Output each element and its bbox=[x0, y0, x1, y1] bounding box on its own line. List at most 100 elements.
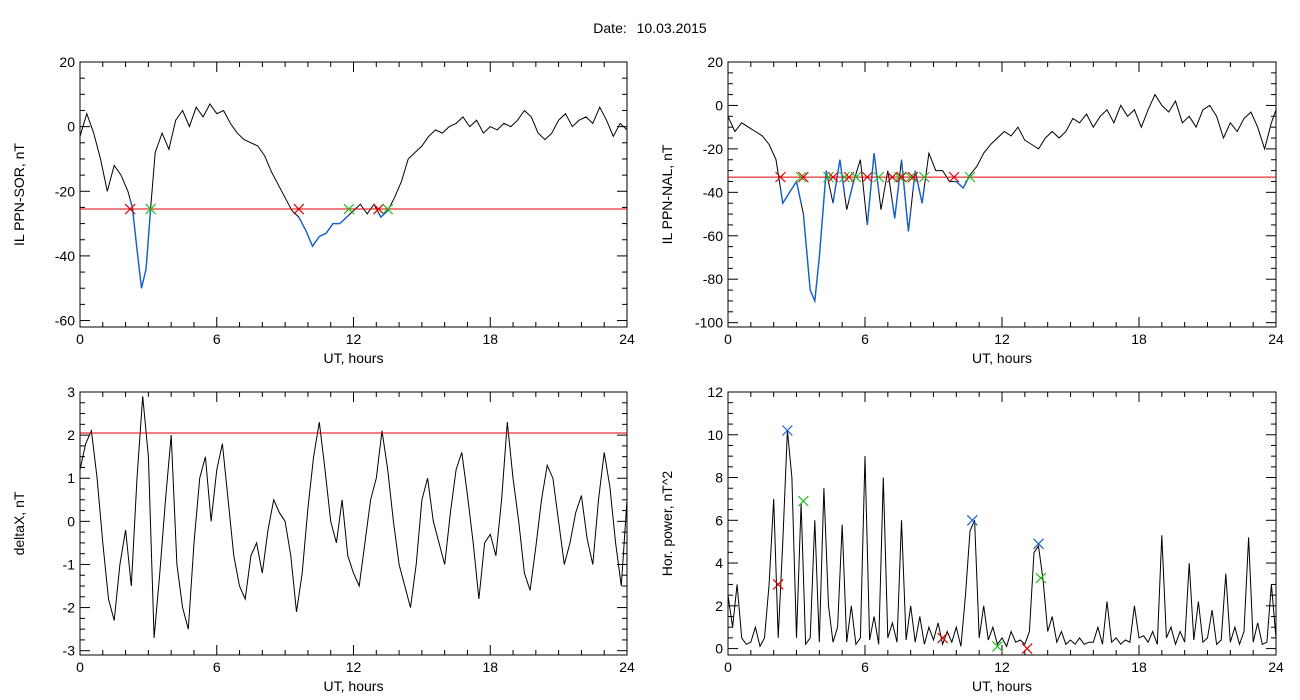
y-tick-label: -2 bbox=[63, 600, 76, 616]
plot-area bbox=[728, 430, 1276, 648]
power-end-marker bbox=[1035, 572, 1047, 584]
x-tick-label: 24 bbox=[619, 331, 635, 347]
date-label: Date: bbox=[593, 20, 627, 36]
x-tick-label: 0 bbox=[76, 659, 84, 675]
power-end-marker bbox=[992, 641, 1003, 652]
y-tick-label: -20 bbox=[55, 183, 75, 199]
y-tick-label: -3 bbox=[63, 643, 76, 659]
x-axis-label: UT, hours bbox=[324, 678, 384, 694]
power-start-marker bbox=[1021, 643, 1033, 655]
plot-frame bbox=[727, 391, 1277, 656]
x-tick-label: 24 bbox=[619, 659, 635, 675]
y-tick-label: -20 bbox=[703, 141, 723, 157]
x-tick-label: 24 bbox=[1268, 331, 1284, 347]
event-start-marker bbox=[775, 171, 786, 183]
y-tick-label: 20 bbox=[59, 54, 75, 70]
x-tick-label: 12 bbox=[346, 331, 362, 347]
y-tick-label: 1 bbox=[67, 470, 75, 486]
y-axis-label: IL PPN-NAL, nT bbox=[659, 144, 675, 244]
event-start-marker bbox=[896, 171, 907, 183]
y-tick-label: -40 bbox=[55, 248, 75, 264]
x-axis-label: UT, hours bbox=[324, 350, 384, 366]
event-segment bbox=[900, 159, 912, 232]
x-tick-label: 18 bbox=[1131, 331, 1147, 347]
event-end-marker bbox=[382, 203, 394, 215]
event-end-marker bbox=[145, 203, 157, 215]
y-tick-label: -40 bbox=[703, 184, 723, 200]
x-tick-label: 0 bbox=[76, 331, 84, 347]
event-segment bbox=[377, 210, 389, 219]
y-axis-label: Hor. power, nT^2 bbox=[659, 471, 675, 577]
y-tick-label: 0 bbox=[67, 119, 75, 135]
event-start-marker bbox=[124, 203, 136, 215]
event-segment bbox=[298, 214, 350, 248]
y-tick-label: 8 bbox=[715, 470, 723, 486]
event-start-marker bbox=[293, 203, 305, 215]
y-tick-label: 4 bbox=[715, 555, 723, 571]
event-end-marker bbox=[893, 171, 905, 183]
power-start-marker bbox=[772, 579, 784, 590]
event-end-marker bbox=[343, 203, 355, 215]
y-tick-label: -80 bbox=[703, 271, 723, 287]
series-line bbox=[80, 396, 627, 638]
y-tick-label: 10 bbox=[707, 427, 723, 443]
y-tick-label: 2 bbox=[715, 598, 723, 614]
event-segment bbox=[954, 174, 971, 190]
x-tick-label: 12 bbox=[994, 331, 1010, 347]
event-segment bbox=[891, 179, 900, 219]
x-tick-label: 6 bbox=[861, 659, 869, 675]
series-line bbox=[728, 430, 1276, 648]
y-axis-label: IL PPN-SOR, nT bbox=[11, 143, 27, 246]
power-peak-marker bbox=[966, 514, 978, 526]
series-line bbox=[80, 103, 627, 289]
event-start-marker bbox=[948, 171, 960, 183]
power-peak-marker bbox=[1033, 538, 1044, 550]
event-start-marker bbox=[907, 171, 919, 183]
event-segment bbox=[802, 170, 830, 304]
y-tick-label: -60 bbox=[703, 228, 723, 244]
power-start-marker bbox=[937, 632, 949, 644]
plot-area bbox=[80, 103, 627, 289]
event-end-marker bbox=[850, 171, 862, 183]
plot-area bbox=[80, 396, 627, 638]
event-segment bbox=[129, 199, 152, 289]
plot-frame bbox=[79, 61, 628, 328]
event-end-marker bbox=[873, 171, 885, 183]
event-segment bbox=[832, 159, 846, 204]
x-tick-label: 18 bbox=[1131, 659, 1147, 675]
event-segment bbox=[866, 153, 880, 225]
y-tick-label: 0 bbox=[715, 97, 723, 113]
x-tick-label: 12 bbox=[994, 659, 1010, 675]
event-start-marker bbox=[797, 171, 809, 183]
x-tick-label: 18 bbox=[482, 331, 498, 347]
panel-2: 0 6 12 18 24 -100 -80 -60 -40 -20 0 20 UT, hours IL P… bbox=[659, 54, 1284, 366]
x-axis-label: UT, hours bbox=[972, 678, 1032, 694]
power-peak-marker bbox=[781, 425, 793, 436]
y-axis-label: deltaX, nT bbox=[11, 491, 27, 555]
series-line bbox=[728, 93, 1276, 303]
x-tick-label: 6 bbox=[213, 659, 221, 675]
x-tick-label: 6 bbox=[861, 331, 869, 347]
event-end-marker bbox=[795, 171, 807, 183]
y-tick-label: 6 bbox=[715, 512, 723, 528]
x-tick-label: 6 bbox=[213, 331, 221, 347]
y-tick-label: 3 bbox=[67, 384, 75, 400]
event-end-marker bbox=[964, 171, 976, 183]
x-tick-label: 0 bbox=[724, 331, 732, 347]
date-value: 10.03.2015 bbox=[636, 20, 707, 36]
plot-area bbox=[728, 93, 1276, 304]
x-axis-label: UT, hours bbox=[972, 350, 1032, 366]
figure-title: Date: 10.03.2015 bbox=[0, 20, 1300, 36]
x-tick-label: 24 bbox=[1268, 659, 1284, 675]
x-tick-label: 12 bbox=[346, 659, 362, 675]
y-tick-label: -100 bbox=[695, 315, 723, 331]
y-tick-label: 12 bbox=[707, 384, 723, 400]
y-tick-label: 0 bbox=[715, 641, 723, 657]
event-end-marker bbox=[839, 171, 850, 183]
y-tick-label: -60 bbox=[55, 313, 75, 329]
y-tick-label: 2 bbox=[67, 427, 75, 443]
event-end-marker bbox=[823, 171, 834, 183]
